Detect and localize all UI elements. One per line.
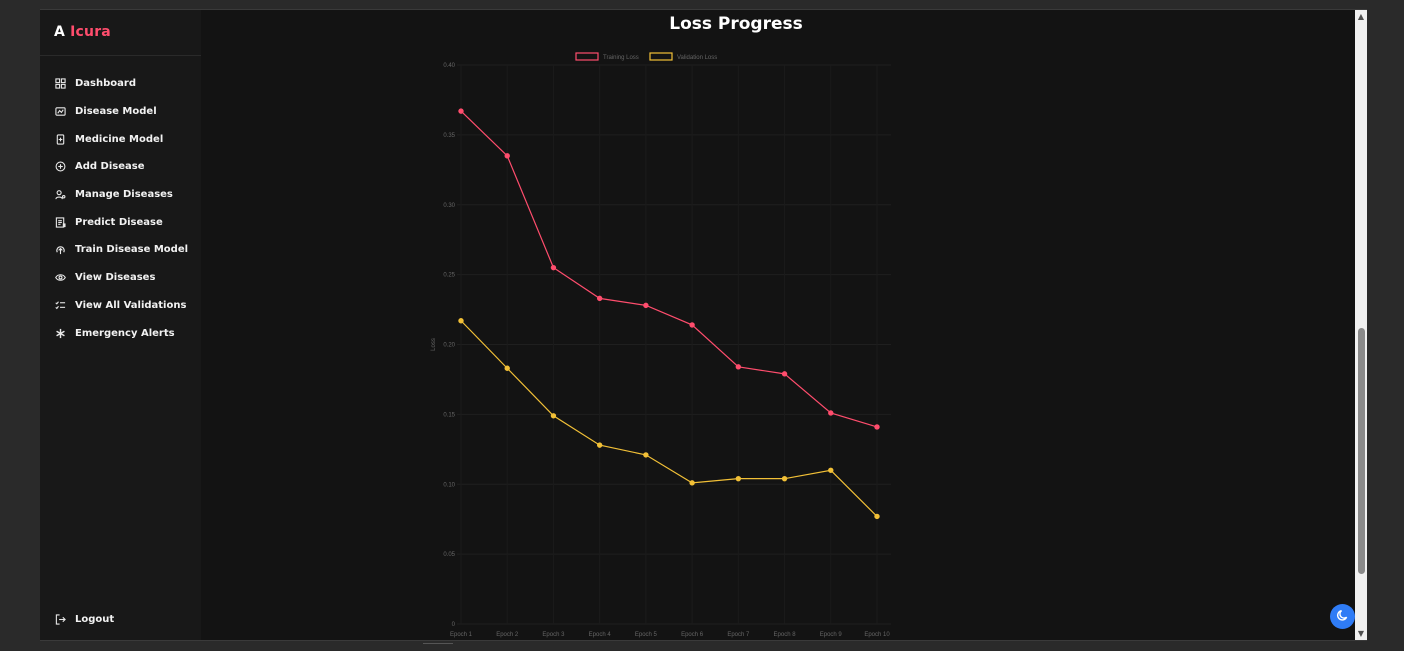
sidebar-nav: Dashboard Disease Model Medicine Model A…: [40, 70, 201, 347]
main-content: Loss Progress 0 0.05 0.10 0.15 0.20 0.25 0.30 0…: [201, 10, 1355, 641]
moon-icon: [1336, 607, 1349, 626]
data-point: [828, 467, 834, 473]
train-upload-icon: [55, 244, 66, 255]
asterisk-icon: [55, 328, 66, 339]
app-window: A Icura Dashboard Disease Model: [40, 9, 1367, 641]
x-tick-label: Epoch 8: [774, 632, 797, 638]
sidebar-item-emergency-alerts[interactable]: Emergency Alerts: [40, 319, 201, 347]
sidebar-item-label: Disease Model: [75, 106, 157, 118]
x-tick-label: Epoch 9: [820, 632, 843, 638]
data-point: [735, 364, 742, 370]
scroll-up-arrow-icon[interactable]: ▲: [1357, 12, 1365, 21]
eye-icon: [55, 272, 66, 283]
sidebar-item-label: Dashboard: [75, 78, 136, 90]
data-point: [689, 322, 695, 328]
brand-name: Icura: [70, 24, 111, 40]
legend-swatch: [575, 52, 599, 61]
sidebar-item-label: Manage Diseases: [75, 189, 173, 201]
brand-divider: [40, 55, 201, 56]
data-point: [874, 513, 880, 520]
x-tick-label: Epoch 2: [496, 632, 519, 638]
dashboard-icon: [55, 78, 66, 89]
logout-label: Logout: [75, 614, 115, 626]
sidebar-item-label: Predict Disease: [75, 216, 163, 228]
data-point: [458, 108, 464, 114]
scroll-thumb[interactable]: [1358, 328, 1365, 574]
y-tick-label: 0.40: [443, 63, 455, 69]
x-tick-label: Epoch 7: [727, 632, 750, 638]
sidebar-item-add-disease[interactable]: Add Disease: [40, 153, 201, 181]
x-tick-label: Epoch 3: [542, 632, 565, 638]
chart-title: Loss Progress: [669, 14, 803, 34]
add-circle-icon: [55, 161, 66, 172]
sidebar-item-medicine-model[interactable]: Medicine Model: [40, 125, 201, 153]
sidebar-item-disease-model[interactable]: Disease Model: [40, 98, 201, 126]
sidebar-item-manage-diseases[interactable]: Manage Diseases: [40, 181, 201, 209]
data-point: [828, 410, 834, 416]
y-tick-label: 0.25: [443, 273, 455, 279]
data-point: [689, 480, 695, 486]
theme-toggle-button[interactable]: [1330, 604, 1355, 629]
data-point: [550, 264, 557, 271]
sidebar: A Icura Dashboard Disease Model: [40, 10, 201, 641]
sidebar-item-dashboard[interactable]: Dashboard: [40, 70, 201, 98]
data-point: [781, 475, 788, 482]
resize-handle: [423, 643, 453, 644]
scroll-down-arrow-icon[interactable]: ▼: [1357, 629, 1365, 638]
x-tick-label: Epoch 5: [635, 632, 658, 638]
data-point: [504, 365, 510, 371]
y-tick-label: 0.05: [443, 552, 455, 558]
medicine-icon: [55, 134, 66, 145]
manage-users-icon: [55, 189, 66, 200]
x-tick-label: Epoch 1: [450, 632, 473, 638]
legend-swatch: [649, 52, 673, 61]
data-point: [596, 295, 603, 302]
checklist-icon: [55, 300, 66, 311]
y-tick-label: 0: [452, 622, 456, 628]
predict-icon: [55, 217, 66, 228]
brand-logo[interactable]: A Icura: [54, 24, 111, 40]
y-tick-label: 0.10: [443, 482, 455, 488]
data-point: [643, 452, 649, 458]
y-tick-label: 0.15: [443, 412, 455, 418]
data-point: [781, 371, 788, 377]
brand-prefix: A: [54, 24, 66, 40]
data-point: [643, 302, 649, 309]
logout-button[interactable]: Logout: [40, 606, 201, 634]
x-tick-label: Epoch 10: [864, 632, 890, 638]
y-tick-label: 0.20: [443, 343, 455, 349]
data-point: [874, 424, 880, 430]
y-axis-label: Loss: [431, 338, 437, 351]
sidebar-item-label: Medicine Model: [75, 133, 164, 145]
data-point: [504, 153, 510, 159]
series-line-1: [460, 320, 878, 517]
series-line-0: [460, 110, 878, 428]
logout-section: Logout: [40, 606, 201, 634]
y-tick-label: 0.35: [443, 133, 455, 139]
data-point: [735, 475, 742, 482]
data-point: [596, 442, 603, 448]
sidebar-item-label: Add Disease: [75, 161, 145, 173]
sidebar-item-label: View All Validations: [75, 299, 187, 311]
sidebar-item-label: Emergency Alerts: [75, 327, 175, 339]
data-point: [550, 413, 557, 419]
logout-icon: [55, 614, 66, 625]
loss-progress-chart: 0 0.05 0.10 0.15 0.20 0.25 0.30 0.35 0.40 Epoch 1…: [431, 52, 891, 638]
window-bottom-border: [40, 640, 1367, 641]
sidebar-item-view-diseases[interactable]: View Diseases: [40, 264, 201, 292]
sidebar-item-label: Train Disease Model: [75, 244, 189, 256]
sidebar-item-view-all-validations[interactable]: View All Validations: [40, 292, 201, 320]
legend-label: Training Loss: [603, 55, 639, 61]
legend-label: Validation Loss: [677, 55, 717, 61]
x-tick-label: Epoch 6: [681, 632, 704, 638]
x-tick-label: Epoch 4: [589, 632, 612, 638]
data-point: [458, 318, 464, 324]
sidebar-item-predict-disease[interactable]: Predict Disease: [40, 208, 201, 236]
sidebar-item-train-disease-model[interactable]: Train Disease Model: [40, 236, 201, 264]
disease-model-icon: [55, 106, 66, 117]
y-tick-label: 0.30: [443, 203, 455, 209]
vertical-scrollbar[interactable]: ▲ ▼: [1355, 10, 1367, 641]
sidebar-item-label: View Diseases: [75, 272, 156, 284]
